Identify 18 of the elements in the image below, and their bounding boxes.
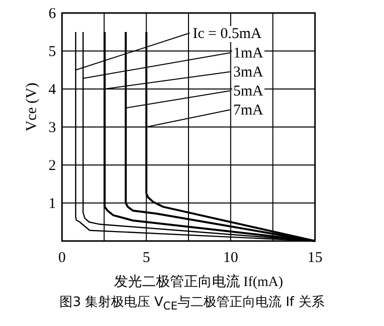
y-tick-label: 5 [48, 44, 56, 60]
annotation: 3mA [233, 64, 264, 81]
x-tick-label: 5 [142, 250, 150, 266]
annotation: 1mA [233, 46, 264, 62]
y-tick-label: 3 [48, 120, 56, 136]
caption: 图3 集射极电压 V$_{CE}$与二极管正向电流 If 关系 [58, 294, 326, 313]
y-tick-label: 6 [48, 6, 56, 22]
x-tick-label: 10 [223, 250, 238, 266]
y-tick-label: 1 [48, 196, 56, 212]
annotation: Ic = 0.5mA [192, 26, 262, 42]
x-axis-title: 发光二极管正向电流 If(mA) [114, 274, 284, 290]
y-axis-title: Vce (V) [24, 82, 40, 132]
x-tick-label: 0 [58, 250, 66, 266]
y-tick-label: 4 [48, 82, 56, 98]
y-tick-label: 2 [48, 158, 56, 174]
annotation: 5mA [233, 84, 264, 100]
annotation: 7mA [233, 102, 264, 119]
x-tick-label: 15 [308, 250, 322, 266]
